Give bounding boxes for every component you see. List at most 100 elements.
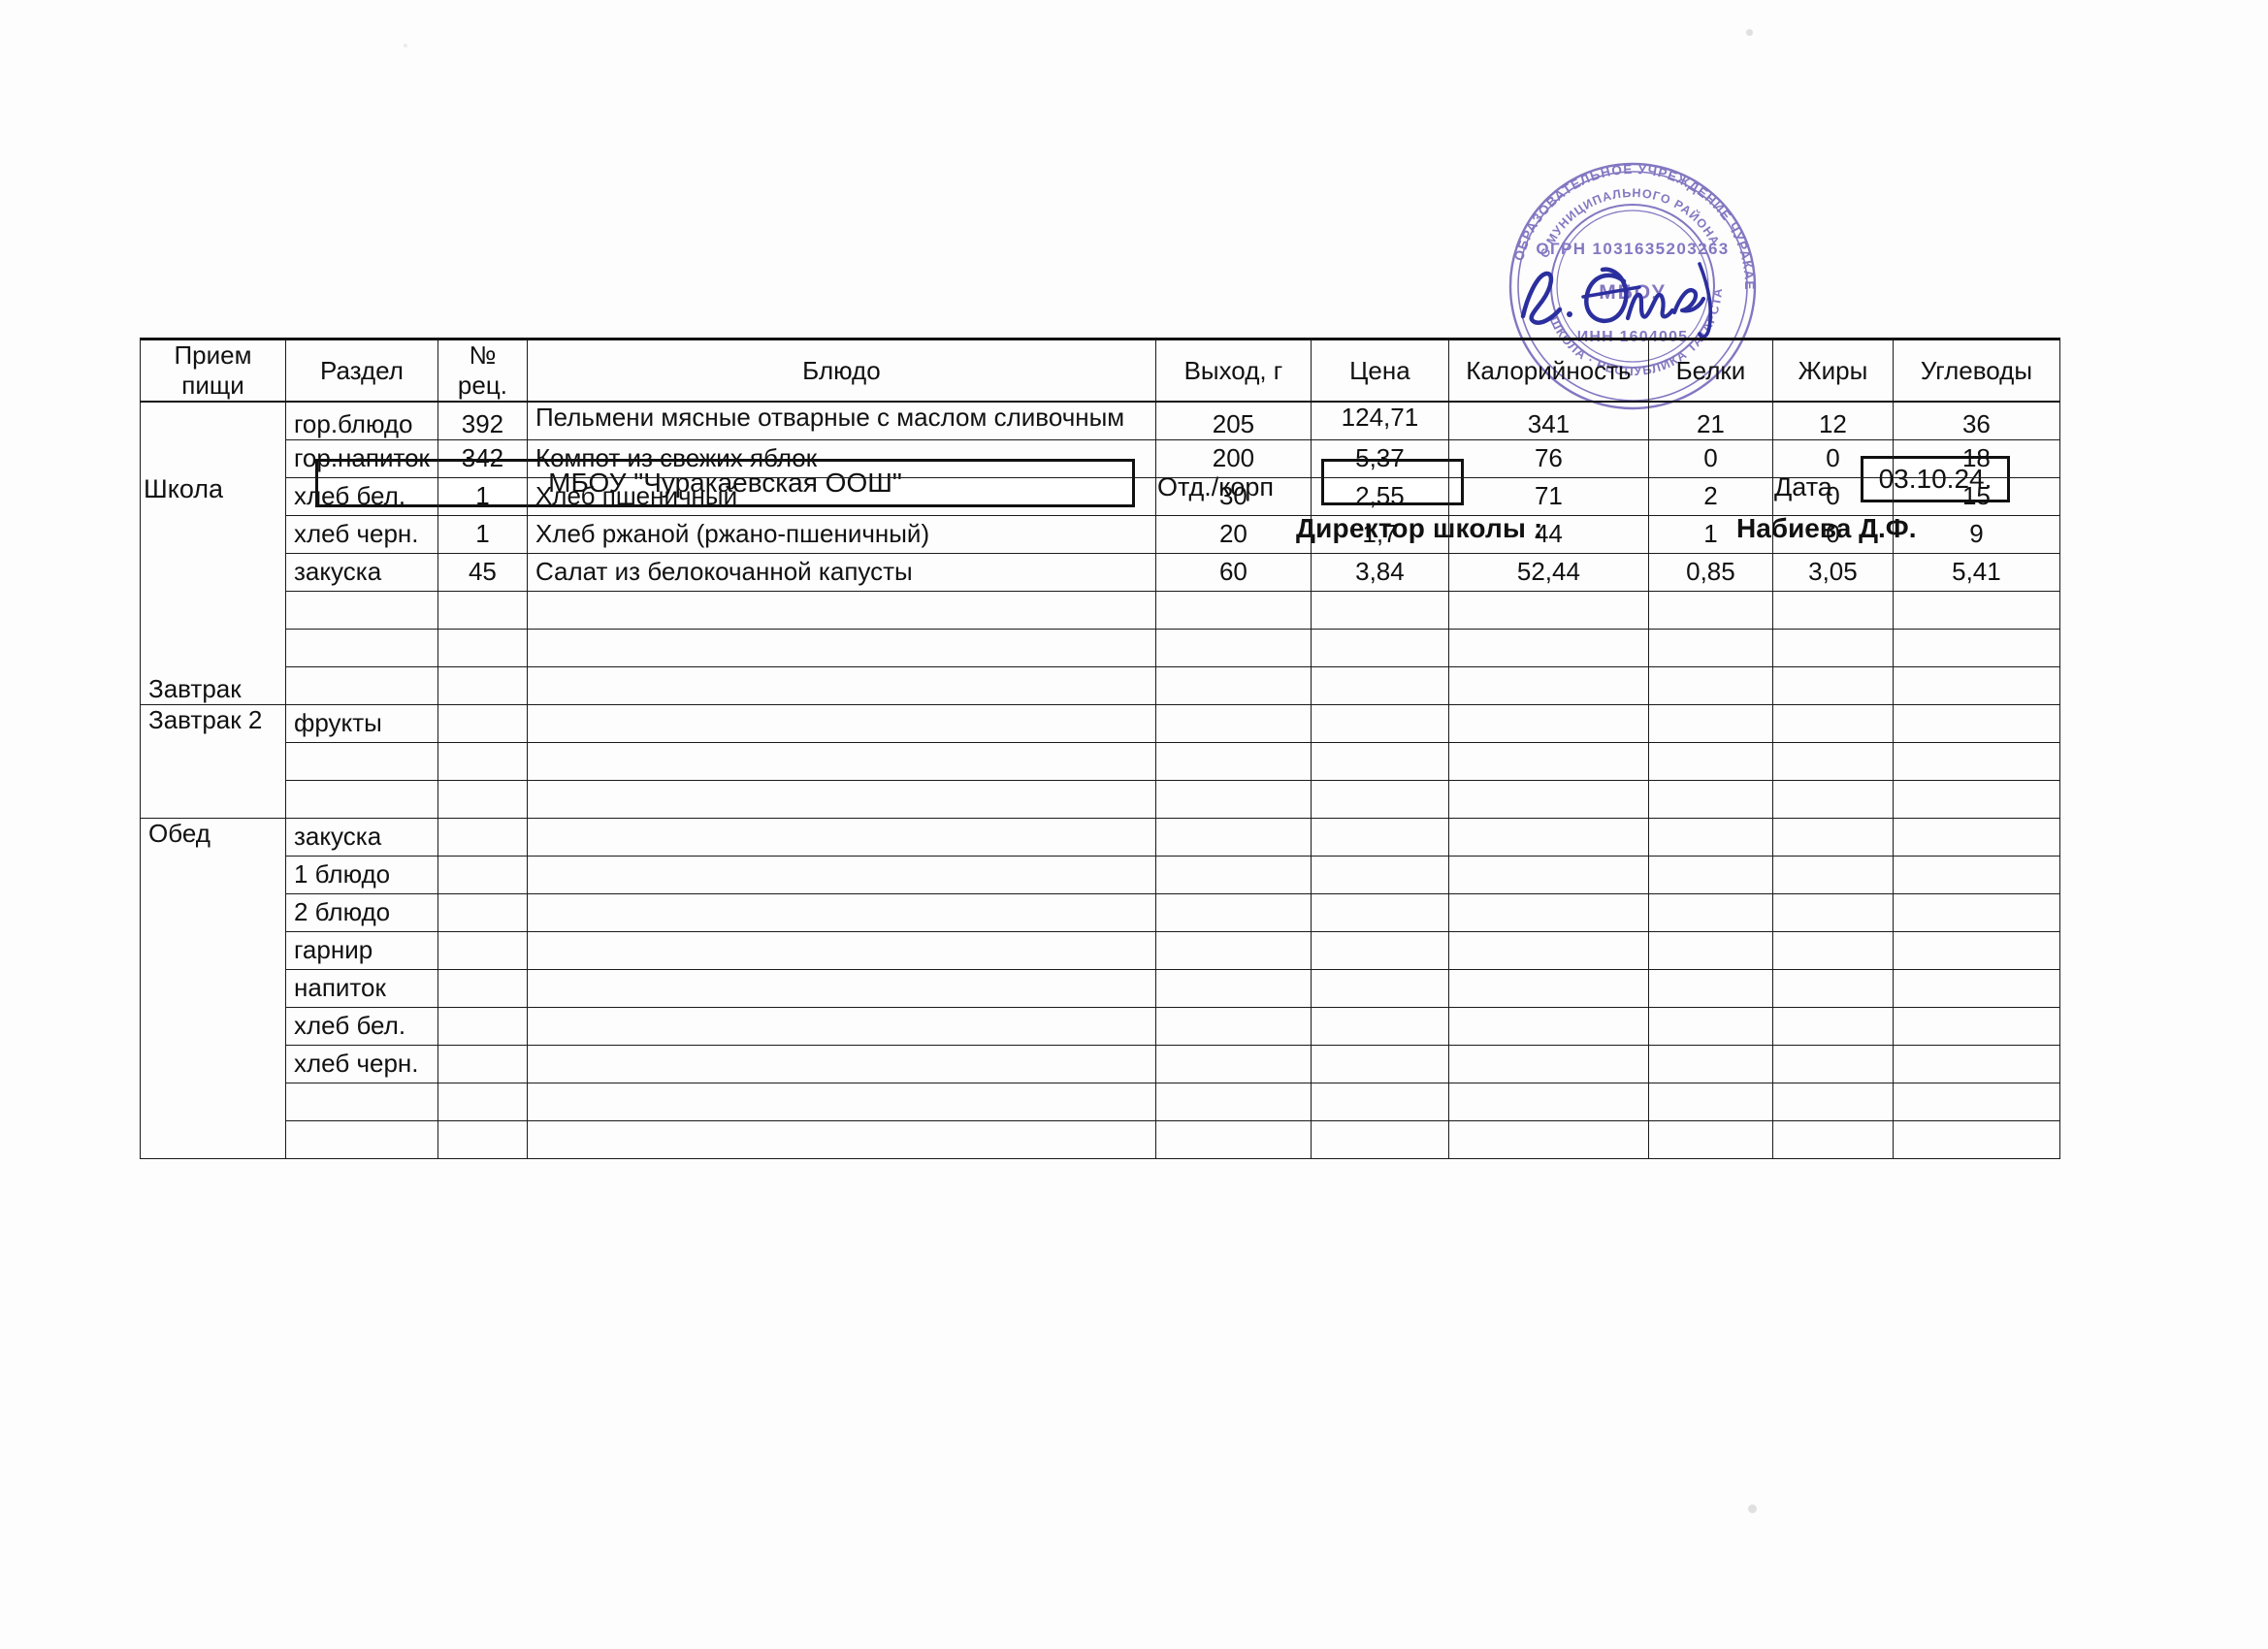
proteins-cell[interactable] [1647,590,1773,630]
calories-cell[interactable] [1447,703,1649,743]
carbs-cell[interactable] [1892,968,2060,1008]
fats-cell[interactable] [1771,1119,1894,1159]
output-cell[interactable] [1154,855,1312,894]
output-cell[interactable] [1154,1044,1312,1083]
price-cell[interactable] [1310,968,1449,1008]
proteins-cell[interactable] [1647,741,1773,781]
section-cell[interactable]: гор.блюдо [285,401,438,440]
calories-cell[interactable] [1447,1119,1649,1159]
output-cell[interactable] [1154,628,1312,667]
carbs-cell[interactable] [1892,590,2060,630]
fats-cell[interactable] [1771,855,1894,894]
fats-cell[interactable] [1771,930,1894,970]
output-cell[interactable] [1154,892,1312,932]
output-cell[interactable] [1154,779,1312,819]
output-cell[interactable] [1154,590,1312,630]
recipe-no-cell[interactable] [437,930,528,970]
recipe-no-cell[interactable] [437,817,528,857]
dish-cell[interactable] [526,1119,1156,1159]
proteins-cell[interactable]: 1 [1647,514,1773,554]
price-cell[interactable] [1310,1119,1449,1159]
proteins-cell[interactable] [1647,779,1773,819]
carbs-cell[interactable]: 15 [1892,476,2060,516]
proteins-cell[interactable] [1647,817,1773,857]
fats-cell[interactable] [1771,703,1894,743]
fats-cell[interactable]: 12 [1771,401,1894,440]
price-cell[interactable] [1310,1044,1449,1083]
carbs-cell[interactable]: 5,41 [1892,552,2060,592]
recipe-no-cell[interactable] [437,1044,528,1083]
calories-cell[interactable] [1447,741,1649,781]
output-cell[interactable] [1154,930,1312,970]
output-cell[interactable] [1154,1006,1312,1046]
fats-cell[interactable] [1771,892,1894,932]
carbs-cell[interactable] [1892,930,2060,970]
dish-cell[interactable] [526,590,1156,630]
dish-cell[interactable]: Компот из свежих яблок [526,438,1156,478]
fats-cell[interactable]: 3,05 [1771,552,1894,592]
output-cell[interactable]: 60 [1154,552,1312,592]
proteins-cell[interactable] [1647,628,1773,667]
recipe-no-cell[interactable] [437,1119,528,1159]
fats-cell[interactable] [1771,1044,1894,1083]
dish-cell[interactable] [526,665,1156,705]
fats-cell[interactable] [1771,590,1894,630]
calories-cell[interactable] [1447,628,1649,667]
recipe-no-cell[interactable]: 392 [437,401,528,440]
price-cell[interactable]: 3,84 [1310,552,1449,592]
section-cell[interactable] [285,1119,438,1159]
fats-cell[interactable] [1771,665,1894,705]
calories-cell[interactable]: 71 [1447,476,1649,516]
section-cell[interactable]: фрукты [285,703,438,743]
proteins-cell[interactable]: 0 [1647,438,1773,478]
carbs-cell[interactable] [1892,1082,2060,1121]
dish-cell[interactable] [526,968,1156,1008]
carbs-cell[interactable] [1892,817,2060,857]
dish-cell[interactable] [526,817,1156,857]
dish-cell[interactable]: Хлеб ржаной (ржано-пшеничный) [526,514,1156,554]
output-cell[interactable] [1154,741,1312,781]
proteins-cell[interactable] [1647,1006,1773,1046]
section-cell[interactable] [285,741,438,781]
output-cell[interactable] [1154,665,1312,705]
proteins-cell[interactable]: 2 [1647,476,1773,516]
fats-cell[interactable]: 0 [1771,438,1894,478]
section-cell[interactable]: 1 блюдо [285,855,438,894]
dish-cell[interactable] [526,855,1156,894]
recipe-no-cell[interactable] [437,741,528,781]
dish-cell[interactable]: Хлеб пшеничный [526,476,1156,516]
fats-cell[interactable] [1771,968,1894,1008]
carbs-cell[interactable] [1892,892,2060,932]
calories-cell[interactable]: 52,44 [1447,552,1649,592]
calories-cell[interactable]: 44 [1447,514,1649,554]
price-cell[interactable] [1310,1006,1449,1046]
calories-cell[interactable] [1447,968,1649,1008]
price-cell[interactable]: 124,71 [1310,401,1449,440]
recipe-no-cell[interactable] [437,892,528,932]
price-cell[interactable] [1310,779,1449,819]
price-cell[interactable] [1310,741,1449,781]
calories-cell[interactable] [1447,930,1649,970]
carbs-cell[interactable] [1892,779,2060,819]
carbs-cell[interactable] [1892,1006,2060,1046]
dish-cell[interactable]: Салат из белокочанной капусты [526,552,1156,592]
output-cell[interactable]: 200 [1154,438,1312,478]
dish-cell[interactable] [526,703,1156,743]
price-cell[interactable]: 1,7 [1310,514,1449,554]
recipe-no-cell[interactable] [437,590,528,630]
section-cell[interactable]: 2 блюдо [285,892,438,932]
recipe-no-cell[interactable] [437,1006,528,1046]
fats-cell[interactable]: 0 [1771,514,1894,554]
section-cell[interactable] [285,590,438,630]
calories-cell[interactable] [1447,1006,1649,1046]
calories-cell[interactable] [1447,817,1649,857]
price-cell[interactable]: 5,37 [1310,438,1449,478]
recipe-no-cell[interactable] [437,968,528,1008]
dish-cell[interactable] [526,892,1156,932]
calories-cell[interactable]: 76 [1447,438,1649,478]
fats-cell[interactable] [1771,741,1894,781]
fats-cell[interactable] [1771,628,1894,667]
calories-cell[interactable] [1447,855,1649,894]
price-cell[interactable] [1310,930,1449,970]
carbs-cell[interactable]: 36 [1892,401,2060,440]
